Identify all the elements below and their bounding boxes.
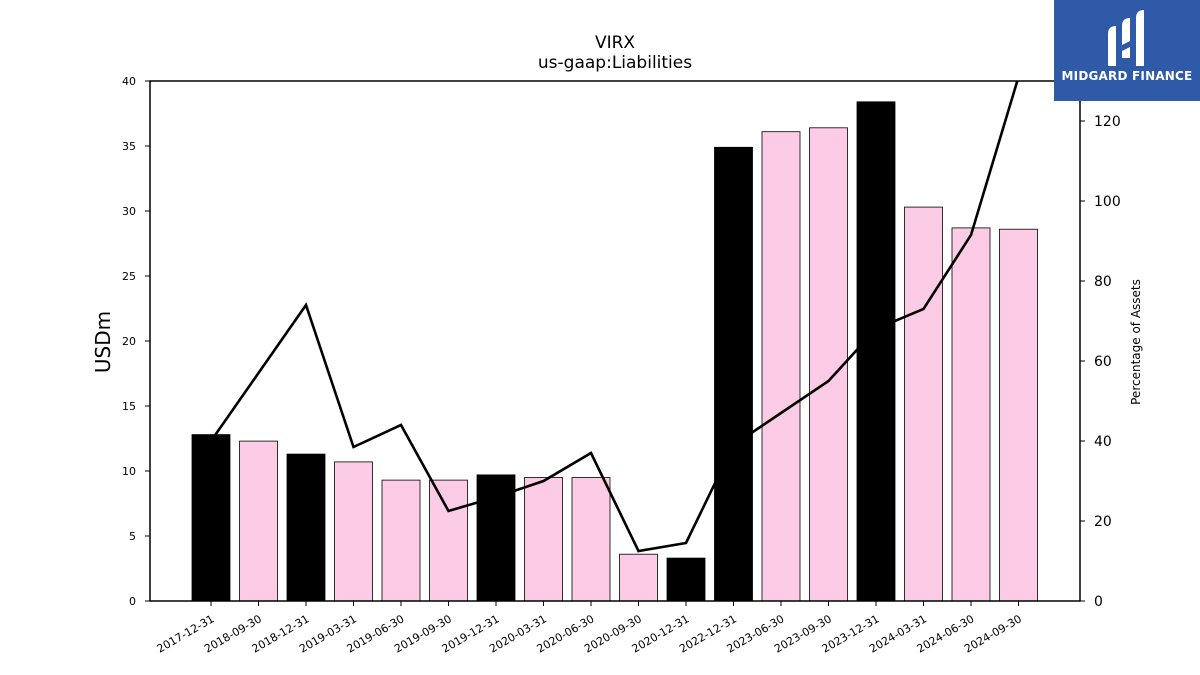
bar-2023-09-30: [809, 127, 848, 602]
chart-subtitle: us-gaap:Liabilities: [538, 53, 692, 73]
bar-group: [191, 101, 1038, 602]
y-tick-label: 25: [122, 270, 136, 283]
y-tick-label: 30: [122, 205, 136, 218]
y-axis-label: USDm: [91, 311, 115, 373]
bar-2018-09-30: [239, 440, 278, 602]
y-axis-right-label: Percentage of Assets: [1129, 279, 1143, 405]
y-right-tick-label: 60: [1094, 354, 1112, 370]
bar-2019-03-31: [334, 461, 373, 602]
bar-2020-03-31: [524, 477, 563, 602]
y-tick-label: 0: [129, 595, 136, 608]
y-right-tick-label: 100: [1094, 194, 1121, 210]
chart-title: VIRX: [595, 33, 635, 53]
bar-2019-06-30: [381, 479, 421, 602]
bar-2019-09-30: [429, 479, 468, 602]
bar-2020-12-31: [666, 557, 706, 602]
bar-2023-06-30: [761, 131, 801, 602]
bar-2018-12-31: [286, 453, 326, 602]
y-tick-label: 15: [122, 400, 136, 413]
brand-name: MIDGARD FINANCE: [1061, 69, 1193, 83]
bar-2024-06-30: [951, 227, 991, 602]
bar-2022-12-31: [714, 146, 753, 602]
bar-2024-03-31: [904, 206, 943, 602]
y-right-tick-label: 120: [1094, 114, 1121, 130]
brand-mark-icon: [1108, 10, 1144, 66]
line-group: [209, 81, 1019, 553]
bar-2017-12-31: [191, 434, 231, 602]
brand-logo: MIDGARD FINANCE: [1054, 0, 1200, 101]
y-tick-label: 10: [122, 465, 136, 478]
y-right-tick-label: 80: [1094, 274, 1112, 290]
bar-2020-06-30: [571, 477, 611, 602]
bar-2023-12-31: [856, 101, 896, 602]
bar-2024-09-30: [999, 228, 1038, 602]
line-percentage-of-assets: [209, 81, 1019, 553]
y-tick-label: 20: [122, 335, 136, 348]
y-right-tick-label: 20: [1094, 514, 1112, 530]
y-right-tick-label: 0: [1094, 594, 1103, 610]
bar-2020-09-30: [619, 553, 658, 602]
y-tick-label: 40: [122, 75, 136, 88]
y-tick-label: 5: [129, 530, 136, 543]
y-tick-label: 35: [122, 140, 136, 153]
y-right-tick-label: 40: [1094, 434, 1112, 450]
